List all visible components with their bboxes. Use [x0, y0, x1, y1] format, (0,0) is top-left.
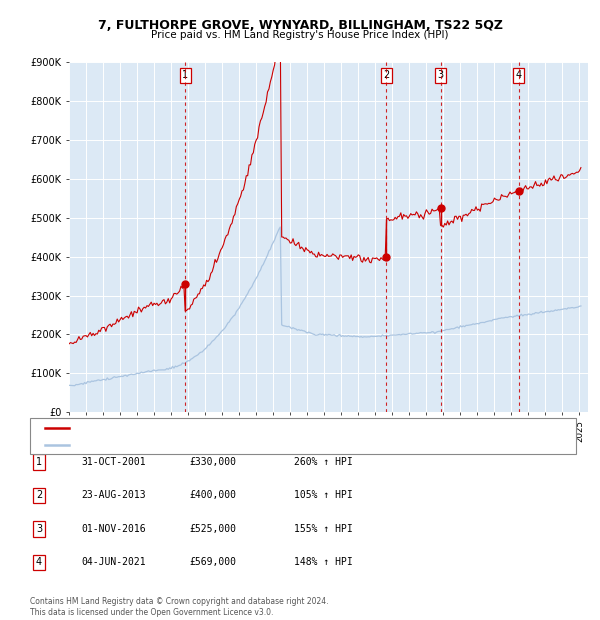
Text: 31-OCT-2001: 31-OCT-2001 [81, 457, 146, 467]
Text: 1: 1 [36, 457, 42, 467]
Text: 04-JUN-2021: 04-JUN-2021 [81, 557, 146, 567]
Text: £525,000: £525,000 [189, 524, 236, 534]
Text: 2: 2 [36, 490, 42, 500]
Text: 4: 4 [515, 70, 521, 81]
Text: £569,000: £569,000 [189, 557, 236, 567]
Text: Price paid vs. HM Land Registry's House Price Index (HPI): Price paid vs. HM Land Registry's House … [151, 30, 449, 40]
Text: 7, FULTHORPE GROVE, WYNYARD, BILLINGHAM, TS22 5QZ: 7, FULTHORPE GROVE, WYNYARD, BILLINGHAM,… [97, 19, 503, 32]
Text: HPI: Average price, detached house, Stockton-on-Tees: HPI: Average price, detached house, Stoc… [75, 440, 308, 450]
Text: 155% ↑ HPI: 155% ↑ HPI [294, 524, 353, 534]
Text: 23-AUG-2013: 23-AUG-2013 [81, 490, 146, 500]
Text: 3: 3 [36, 524, 42, 534]
Text: £330,000: £330,000 [189, 457, 236, 467]
Text: 01-NOV-2016: 01-NOV-2016 [81, 524, 146, 534]
Text: 4: 4 [36, 557, 42, 567]
Text: 260% ↑ HPI: 260% ↑ HPI [294, 457, 353, 467]
Text: 105% ↑ HPI: 105% ↑ HPI [294, 490, 353, 500]
Text: Contains HM Land Registry data © Crown copyright and database right 2024.
This d: Contains HM Land Registry data © Crown c… [30, 598, 329, 617]
Text: 3: 3 [437, 70, 443, 81]
Text: 7, FULTHORPE GROVE, WYNYARD, BILLINGHAM, TS22 5QZ (detached house): 7, FULTHORPE GROVE, WYNYARD, BILLINGHAM,… [75, 423, 404, 432]
Text: 148% ↑ HPI: 148% ↑ HPI [294, 557, 353, 567]
Text: 1: 1 [182, 70, 188, 81]
Text: £400,000: £400,000 [189, 490, 236, 500]
Text: 2: 2 [383, 70, 389, 81]
